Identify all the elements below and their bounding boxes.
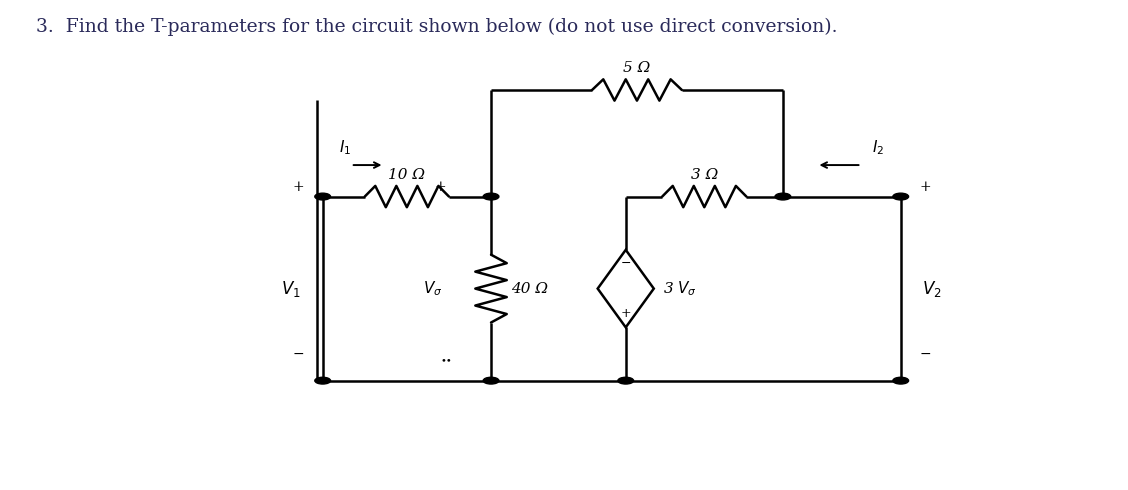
Text: −: − — [620, 257, 631, 270]
Circle shape — [893, 377, 908, 384]
Text: $V_1$: $V_1$ — [281, 279, 301, 298]
Text: +: + — [434, 180, 447, 194]
Circle shape — [315, 377, 331, 384]
Text: $I_2$: $I_2$ — [872, 138, 884, 157]
Circle shape — [775, 193, 791, 200]
Circle shape — [483, 193, 499, 200]
Circle shape — [618, 377, 634, 384]
Text: 3.  Find the T-parameters for the circuit shown below (do not use direct convers: 3. Find the T-parameters for the circuit… — [36, 17, 838, 36]
Text: +: + — [919, 180, 932, 194]
Text: 10 Ω: 10 Ω — [388, 168, 425, 182]
Circle shape — [893, 193, 908, 200]
Text: −: − — [919, 347, 932, 361]
Circle shape — [315, 193, 331, 200]
Text: $V_2$: $V_2$ — [923, 279, 942, 298]
Text: $V_{\sigma}$: $V_{\sigma}$ — [423, 279, 442, 298]
Text: −: − — [292, 347, 303, 361]
Text: 3 Ω: 3 Ω — [690, 168, 717, 182]
Text: $I_1$: $I_1$ — [340, 138, 351, 157]
Text: 5 Ω: 5 Ω — [624, 61, 651, 75]
Circle shape — [483, 377, 499, 384]
Text: 3 $V_{\sigma}$: 3 $V_{\sigma}$ — [663, 279, 697, 298]
Text: 40 Ω: 40 Ω — [511, 282, 548, 295]
Text: +: + — [620, 307, 631, 320]
Text: ••: •• — [440, 357, 452, 366]
Text: +: + — [292, 180, 303, 194]
